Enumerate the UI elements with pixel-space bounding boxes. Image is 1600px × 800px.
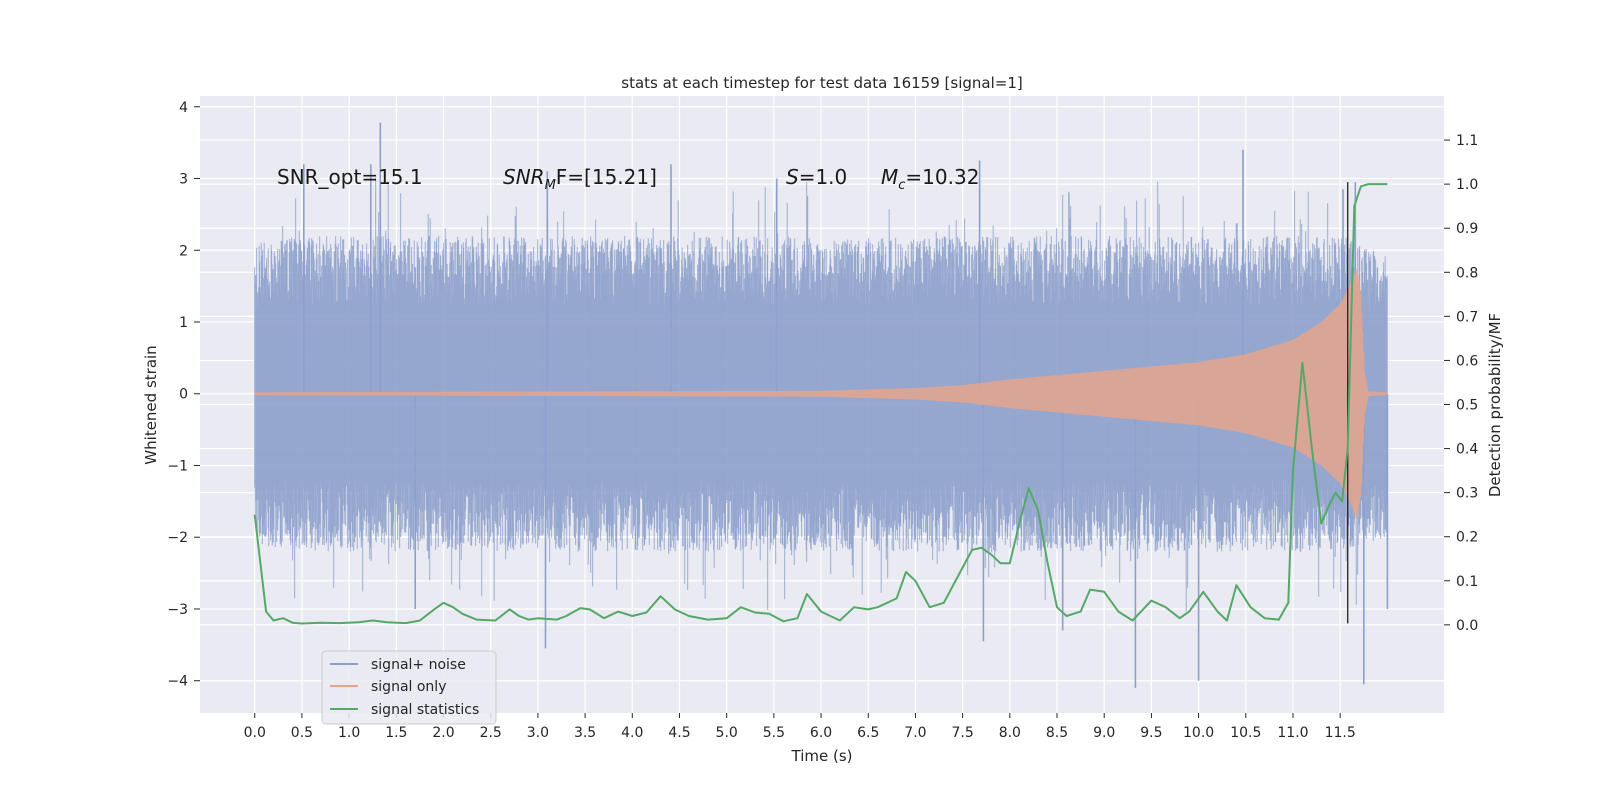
annotation-mc-main: M xyxy=(881,165,898,189)
y-right-tick-label-1: 0.1 xyxy=(1456,574,1478,590)
y-right-tick-label-5: 0.5 xyxy=(1456,398,1478,414)
x-tick-label-23: 11.5 xyxy=(1325,725,1356,741)
x-tick-label-14: 7.0 xyxy=(904,725,926,741)
annotation-snr-mf-main: SNR xyxy=(503,165,545,189)
annotation-s: S=1.0 xyxy=(786,165,847,189)
x-tick-label-22: 11.0 xyxy=(1277,725,1308,741)
y-right-tick-label-4: 0.4 xyxy=(1456,442,1478,458)
y-left-tick-label-8: 4 xyxy=(179,100,188,116)
y-right-tick-label-9: 0.9 xyxy=(1456,221,1478,237)
y-right-tick-label-3: 0.3 xyxy=(1456,486,1478,502)
y-right-tick-label-2: 0.2 xyxy=(1456,530,1478,546)
legend-label-signal-noise: signal+ noise xyxy=(371,657,466,673)
x-tick-label-4: 2.0 xyxy=(432,725,454,741)
annotation-mc-sub: c xyxy=(898,178,905,193)
x-tick-label-0: 0.0 xyxy=(244,725,266,741)
signal-statistics-series xyxy=(253,183,1388,625)
x-tick-label-11: 5.5 xyxy=(763,725,785,741)
y-right-tick-labels: 0.0 0.1 0.2 0.3 0.4 0.5 0.6 0.7 0.8 0.9 1.0 1.1 xyxy=(1444,133,1478,634)
x-tick-labels: 0.0 0.5 1.0 1.5 2.0 2.5 3.0 3.5 4.0 4.5 5.0 5.5 6.0 6… xyxy=(244,713,1356,741)
x-tick-label-16: 8.0 xyxy=(999,725,1021,741)
chart-title: stats at each timestep for test data 161… xyxy=(621,74,1022,92)
annotation-mc-rest: =10.32 xyxy=(905,165,979,189)
y-left-tick-label-7: 3 xyxy=(179,172,188,188)
annotation-s-main: S xyxy=(786,165,799,189)
y-left-tick-label-3: −1 xyxy=(167,458,188,474)
legend-label-signal-statistics: signal statistics xyxy=(371,702,479,718)
x-tick-label-5: 2.5 xyxy=(480,725,502,741)
x-tick-label-17: 8.5 xyxy=(1046,725,1068,741)
annotation-snr-mf: SNRMF=[15.21] xyxy=(503,165,657,193)
y-right-tick-label-8: 0.8 xyxy=(1456,265,1478,281)
y-right-tick-label-0: 0.0 xyxy=(1456,618,1478,634)
y-right-axis-label: Detection probability/MF xyxy=(1486,313,1504,497)
x-tick-label-13: 6.5 xyxy=(857,725,879,741)
y-right-tick-label-6: 0.6 xyxy=(1456,353,1478,369)
x-tick-label-18: 9.0 xyxy=(1093,725,1115,741)
y-right-tick-label-10: 1.0 xyxy=(1456,177,1478,193)
y-left-axis-label: Whitened strain xyxy=(142,345,160,464)
y-left-tick-label-2: −2 xyxy=(167,530,188,546)
x-tick-label-6: 3.0 xyxy=(527,725,549,741)
legend: signal+ noise signal only signal statist… xyxy=(321,650,497,725)
x-tick-label-7: 3.5 xyxy=(574,725,596,741)
annotation-snr-mf-rest: F=[15.21] xyxy=(556,165,657,189)
signal-only-series xyxy=(254,182,1388,624)
x-tick-label-1: 0.5 xyxy=(291,725,313,741)
y-right-tick-label-11: 1.1 xyxy=(1456,133,1478,149)
x-tick-label-2: 1.0 xyxy=(338,725,360,741)
x-tick-label-21: 10.5 xyxy=(1230,725,1261,741)
x-tick-label-15: 7.5 xyxy=(952,725,974,741)
y-left-tick-label-1: −3 xyxy=(167,602,188,618)
signal-only-line xyxy=(254,268,1388,519)
legend-label-signal-only: signal only xyxy=(371,679,446,695)
y-left-tick-label-4: 0 xyxy=(179,387,188,403)
annotation-mc: Mc=10.32 xyxy=(881,165,979,193)
signal-statistics-line xyxy=(253,183,1388,625)
x-tick-label-12: 6.0 xyxy=(810,725,832,741)
x-tick-label-8: 4.0 xyxy=(621,725,643,741)
y-right-tick-label-7: 0.7 xyxy=(1456,309,1478,325)
annotation-s-rest: =1.0 xyxy=(799,165,848,189)
annotation-snr-mf-sub: M xyxy=(545,178,556,193)
x-tick-label-19: 9.5 xyxy=(1140,725,1162,741)
y-left-tick-labels: −4 −3 −2 −1 0 1 2 3 4 xyxy=(167,100,200,690)
y-left-tick-label-6: 2 xyxy=(179,243,188,259)
x-tick-label-10: 5.0 xyxy=(716,725,738,741)
y-left-tick-label-0: −4 xyxy=(167,674,188,690)
y-left-tick-label-5: 1 xyxy=(179,315,188,331)
x-tick-label-9: 4.5 xyxy=(668,725,690,741)
annotation-snr-opt: SNR_opt=15.1 xyxy=(277,165,423,189)
x-tick-label-3: 1.5 xyxy=(385,725,407,741)
x-tick-label-20: 10.0 xyxy=(1183,725,1214,741)
x-axis-label: Time (s) xyxy=(791,747,853,765)
legend-box xyxy=(321,650,497,725)
